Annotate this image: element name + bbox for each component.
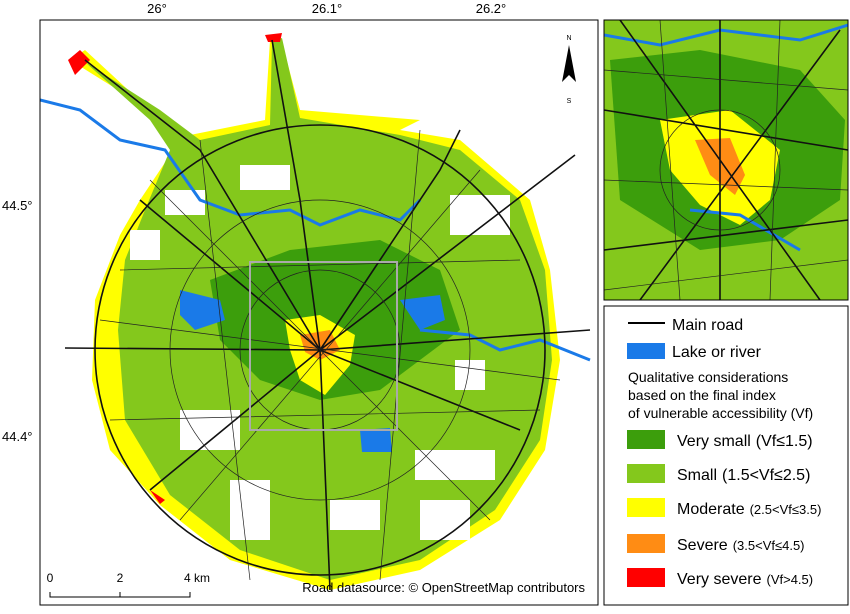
lat-label: 44.5° [2, 198, 33, 213]
class-range: (3.5<Vf≤4.5) [733, 538, 805, 553]
class-label: Very severe [677, 571, 762, 588]
river [40, 98, 422, 227]
lake [180, 290, 445, 452]
lake-swatch [627, 343, 665, 359]
class-swatch [627, 430, 665, 449]
class-label: Moderate [677, 501, 745, 518]
legend-heading: based on the final index [628, 387, 776, 403]
scale-label: 0 [47, 571, 54, 585]
inset-map [604, 20, 848, 300]
map-frame [39, 19, 599, 606]
class-label: Small [677, 467, 717, 484]
scale-label: 2 [117, 571, 124, 585]
lon-label: 26° [147, 1, 167, 16]
river [419, 328, 591, 362]
class-swatch [627, 464, 665, 483]
class-swatch [627, 568, 665, 587]
source-note: Road datasource: © OpenStreetMap contrib… [302, 580, 585, 595]
legend-label: Lake or river [672, 344, 762, 361]
lon-label: 26.1° [312, 1, 343, 16]
lat-label: 44.4° [2, 429, 33, 444]
class-range: (1.5<Vf≤2.5) [722, 467, 810, 484]
class-range: (Vf≤1.5) [756, 433, 813, 450]
legend-label: Main road [672, 317, 743, 334]
main-map: N S 0 2 4 km Road datasource: © OpenStre… [40, 20, 598, 605]
graticule-labels: 26° 26.1° 26.2° 44.5° 44.4° [2, 1, 506, 444]
inset-frame [603, 19, 849, 301]
class-range: (Vf>4.5) [766, 572, 813, 587]
scale-label: 4 km [184, 571, 210, 585]
legend-classes: Very small (Vf≤1.5) Small (1.5<Vf≤2.5) Moder… [627, 430, 821, 588]
south-label: S [567, 98, 572, 105]
north-label: N [566, 35, 571, 42]
class-swatch [627, 534, 665, 553]
lon-label: 26.2° [476, 1, 507, 16]
scale-bar [49, 592, 191, 598]
legend-heading: of vulnerable accessibility (Vf) [628, 405, 813, 421]
inset-extent [249, 261, 398, 431]
class-label: Severe [677, 537, 728, 554]
legend-heading: Qualitative considerations [628, 369, 788, 385]
unbuilt-patches [130, 165, 510, 540]
north-arrow [562, 45, 576, 82]
class-range: (2.5<Vf≤3.5) [750, 502, 822, 517]
class-swatch [627, 498, 665, 517]
class-label: Very small [677, 433, 751, 450]
minor-roads [99, 129, 561, 581]
